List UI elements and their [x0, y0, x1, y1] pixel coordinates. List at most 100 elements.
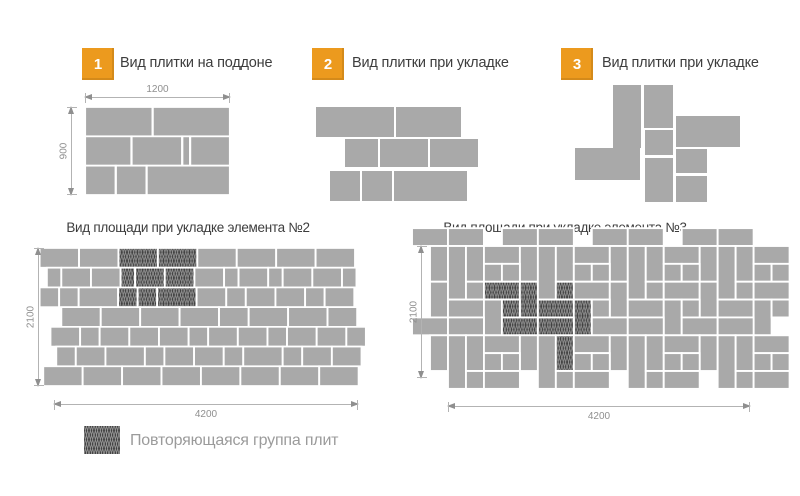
tile	[608, 280, 629, 319]
tile	[572, 334, 611, 355]
tile	[698, 334, 719, 372]
pallet-width-dimension: 1200	[84, 84, 231, 103]
section-1-number: 1	[93, 55, 103, 73]
tile	[199, 365, 242, 387]
tile	[121, 365, 163, 387]
tile-hatched	[156, 286, 198, 308]
tile	[698, 245, 719, 283]
tick	[34, 248, 44, 249]
tile	[104, 345, 146, 368]
tile	[74, 345, 107, 368]
tile	[345, 326, 367, 348]
tile	[734, 245, 755, 283]
tile	[315, 326, 348, 348]
arrow-right-icon	[223, 94, 231, 100]
tile	[193, 345, 225, 368]
tile	[752, 334, 791, 355]
arrow-down-icon	[68, 188, 74, 196]
tile	[380, 139, 428, 167]
tile	[626, 298, 665, 319]
tile-hatched	[518, 280, 539, 319]
tile-hatched	[136, 286, 159, 308]
tile-hatched	[572, 298, 593, 337]
tile	[483, 298, 503, 337]
tile	[447, 245, 467, 301]
tile	[49, 326, 82, 348]
pallet-diagram	[83, 106, 232, 196]
tile	[590, 227, 629, 247]
tile	[239, 365, 281, 387]
legend-label: Повторяющаяся группа плит	[130, 432, 339, 449]
legend-hatch-fill	[84, 426, 120, 454]
tile	[465, 280, 485, 301]
section-1-number-badge: 1	[82, 48, 114, 80]
tile	[267, 266, 284, 289]
tile	[483, 370, 521, 390]
tile	[341, 266, 358, 289]
tile	[145, 164, 232, 196]
tile-hatched	[134, 266, 166, 289]
tile	[244, 286, 277, 308]
tile	[58, 286, 80, 308]
tile	[326, 306, 359, 328]
tile	[572, 280, 611, 301]
tile	[447, 334, 467, 390]
area-3-height-value: 2100	[408, 300, 420, 324]
tile	[247, 306, 290, 328]
tile	[362, 171, 392, 201]
pallet-height-value: 900	[58, 142, 70, 160]
tile	[114, 164, 148, 196]
tick	[417, 246, 427, 247]
area-2-height-value: 2100	[25, 305, 37, 329]
tile	[680, 298, 701, 319]
tile	[770, 262, 791, 283]
laying-pattern-2-diagram	[316, 107, 478, 201]
tile	[447, 298, 485, 319]
tile	[316, 107, 394, 137]
tile	[181, 135, 192, 167]
tile	[734, 370, 755, 390]
tile	[218, 306, 250, 328]
tile	[38, 286, 61, 308]
tile	[429, 245, 449, 283]
tick	[357, 400, 358, 410]
tile	[483, 262, 503, 283]
tile	[752, 262, 773, 283]
tile	[716, 227, 755, 247]
arrow-right-icon	[743, 403, 751, 409]
tile	[676, 176, 707, 202]
tile	[734, 280, 755, 301]
tile	[613, 85, 641, 148]
tile	[590, 316, 629, 337]
tile	[536, 245, 557, 301]
tile	[716, 245, 737, 301]
tile	[83, 135, 133, 167]
laying-pattern-3-diagram	[575, 85, 740, 202]
tile	[572, 245, 611, 265]
tile	[465, 245, 485, 283]
area-2-title: Вид площади при укладке элемента №2	[66, 220, 310, 235]
tile	[281, 345, 304, 368]
tile	[225, 286, 247, 308]
tile-hatched	[117, 247, 159, 269]
tile	[644, 334, 665, 372]
tile	[662, 280, 701, 301]
tile-hatched	[500, 298, 521, 319]
tile	[143, 345, 166, 368]
tile	[500, 262, 521, 283]
tile	[680, 262, 701, 283]
tile	[304, 286, 326, 308]
tile	[60, 306, 102, 328]
tile	[590, 262, 611, 283]
tile	[483, 352, 503, 372]
tile	[42, 365, 84, 387]
tile	[752, 370, 791, 390]
tile-hatched	[554, 334, 575, 372]
section-3-label: Вид плитки при укладке	[602, 55, 759, 71]
area-2-width-dimension: 4200	[53, 400, 359, 420]
arrow-left-icon	[84, 94, 92, 100]
tile	[314, 247, 356, 269]
tile	[45, 266, 63, 289]
tile	[78, 247, 120, 269]
tile	[79, 326, 101, 348]
